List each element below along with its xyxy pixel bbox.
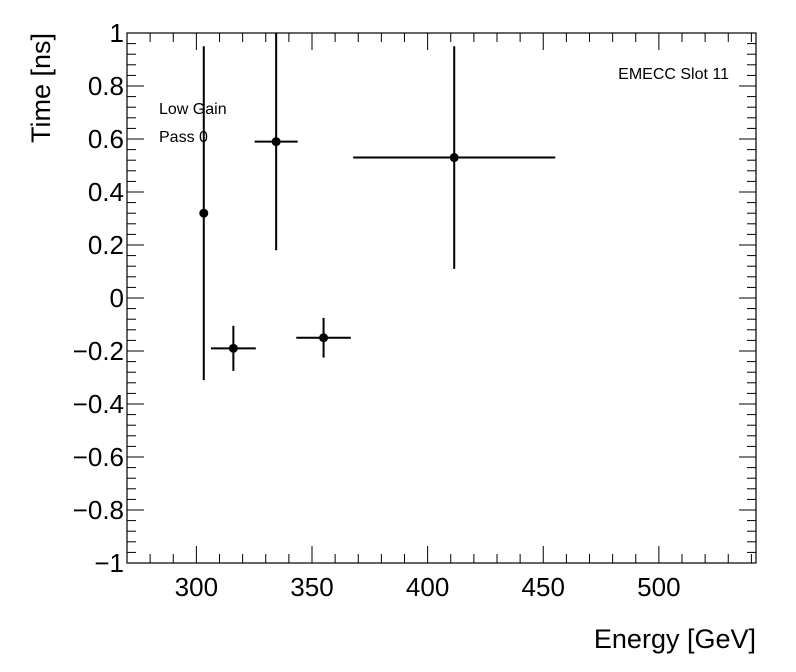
y-tick-label: 1 xyxy=(110,18,124,48)
x-tick-label: 450 xyxy=(522,572,565,602)
axis-ticks xyxy=(127,32,756,564)
x-axis-title: Energy [GeV] xyxy=(594,624,756,654)
data-point xyxy=(199,46,209,381)
y-tick-label: 0.8 xyxy=(88,71,124,101)
y-tick-label: 0.6 xyxy=(88,124,124,154)
y-axis-title: Time [ns] xyxy=(26,33,56,143)
data-point xyxy=(296,317,351,358)
y-tick-label: −0.6 xyxy=(73,442,124,472)
data-point xyxy=(254,33,298,251)
point-marker xyxy=(228,343,238,353)
y-tick-label: −1 xyxy=(94,548,124,578)
point-marker xyxy=(199,208,209,218)
y-tick-label: 0.4 xyxy=(88,177,124,207)
point-marker xyxy=(319,333,329,343)
point-marker xyxy=(271,137,281,147)
point-marker xyxy=(449,153,459,163)
data-point xyxy=(353,46,556,269)
axis-tick-labels: 300 350 400 450 500 −1 −0.8 −0.6 −0.4 −0.2 0 0.2 0.4… xyxy=(73,18,681,602)
y-tick-label: 0.2 xyxy=(88,230,124,260)
data-point xyxy=(210,325,256,371)
y-tick-label: −0.8 xyxy=(73,495,124,525)
y-tick-label: 0 xyxy=(110,283,124,313)
annotation-pass: Pass 0 xyxy=(159,129,208,146)
annotation-low-gain: Low Gain xyxy=(159,101,227,118)
x-tick-label: 300 xyxy=(175,572,218,602)
x-tick-label: 350 xyxy=(290,572,333,602)
y-tick-label: −0.4 xyxy=(73,389,124,419)
data-points xyxy=(199,33,556,381)
x-tick-label: 400 xyxy=(406,572,449,602)
y-tick-label: −0.2 xyxy=(73,336,124,366)
x-tick-label: 500 xyxy=(637,572,680,602)
annotation-slot: EMECC Slot 11 xyxy=(618,66,729,83)
